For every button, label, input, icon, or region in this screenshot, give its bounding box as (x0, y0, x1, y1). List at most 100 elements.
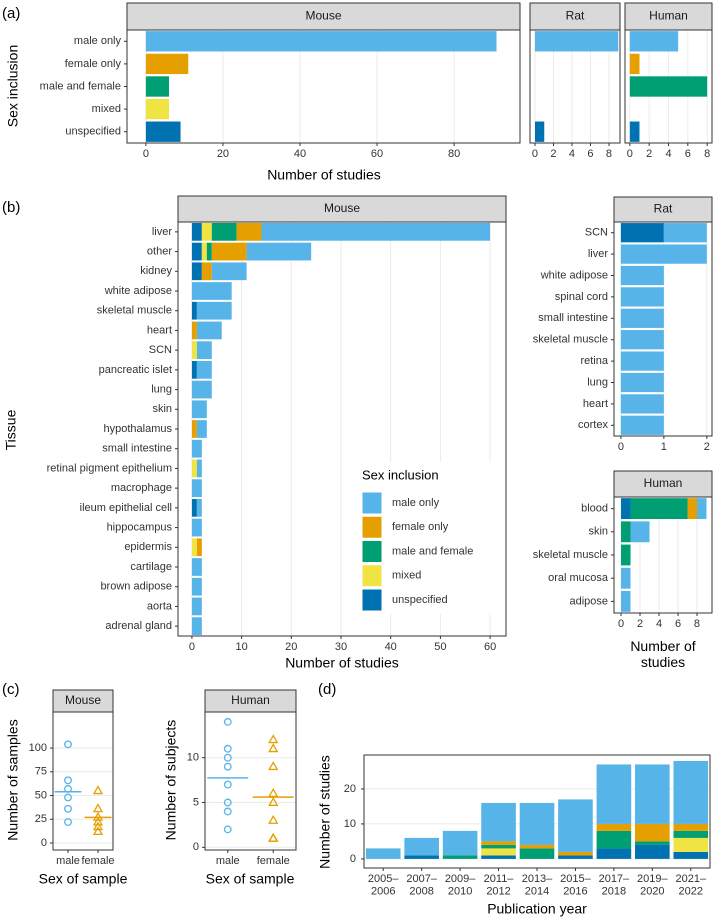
x-tick-label: 1 (661, 441, 667, 453)
point (268, 796, 279, 806)
x-tick-label: 20 (285, 641, 297, 653)
strip (613, 196, 713, 223)
bar (145, 121, 181, 142)
bar (145, 98, 169, 120)
bar (629, 121, 640, 142)
y-tick-label: brown adipose (100, 581, 172, 593)
x-tick-label: 2015– 2016 (560, 873, 591, 898)
bar-segment (621, 498, 631, 520)
x-tick-label: 60 (484, 641, 496, 653)
x-tick-label: 30 (335, 641, 347, 653)
x-tick-label: 2005– 2006 (368, 873, 399, 898)
strip-label: Human (649, 9, 688, 23)
bar-segment (621, 521, 631, 543)
x-tick-label: male (216, 855, 240, 867)
bar-segment (365, 848, 401, 859)
y-tick-label: 0 (41, 837, 47, 849)
bar-segment (442, 830, 478, 856)
bar-segment (442, 855, 478, 859)
x-tick-label: 4 (656, 618, 662, 630)
y-tick-label: 0 (350, 853, 356, 865)
bar-segment (687, 498, 697, 520)
x-tick-label: 40 (385, 641, 397, 653)
bar (145, 53, 189, 75)
y-tick-label: 50 (35, 789, 47, 801)
y-tick-label: small intestine (538, 312, 608, 324)
y-axis-title: Sex inclusion (5, 45, 21, 128)
point (92, 816, 104, 826)
bar-segment (673, 760, 709, 824)
bar-segment (673, 851, 709, 859)
bar-segment (635, 764, 670, 824)
bar-segment (621, 590, 631, 612)
bar-segment (191, 242, 202, 261)
bar-segment (191, 341, 197, 360)
panel-background (205, 712, 296, 850)
point (64, 804, 72, 813)
panel-border (177, 221, 507, 637)
bar (145, 31, 497, 52)
y-tick-label: cortex (578, 419, 608, 431)
x-tick-label: male (56, 855, 80, 867)
bar-segment (596, 823, 632, 831)
x-tick-label: 0 (618, 441, 624, 453)
bar-segment (519, 848, 555, 859)
strip-label: Human (231, 693, 270, 707)
bar-segment (481, 802, 516, 842)
legend-label: male only (392, 497, 440, 509)
y-tick-label: female only (65, 58, 122, 70)
strip-label: Human (644, 476, 683, 490)
y-tick-label: small intestine (102, 443, 172, 455)
x-tick-label: 2017– 2018 (599, 873, 630, 898)
x-axis-title: Sex of sample (39, 871, 128, 887)
bar-segment (191, 459, 197, 478)
bar-segment (196, 341, 212, 360)
panel-label: (b) (2, 199, 20, 216)
bar-segment (191, 420, 197, 438)
point (223, 798, 232, 807)
point (92, 821, 104, 831)
y-axis-title: Number of studies (317, 755, 333, 869)
legend-key (361, 491, 383, 515)
point (223, 717, 232, 726)
point (268, 761, 279, 771)
bar-segment (620, 244, 707, 264)
panel-label: (a) (2, 5, 20, 22)
x-tick-label: 2 (637, 618, 643, 630)
y-axis-title: Tissue (3, 409, 19, 450)
x-tick-label: 6 (587, 148, 593, 160)
point (64, 740, 72, 749)
panel-border (613, 221, 713, 437)
y-tick-label: 100 (29, 742, 47, 754)
bar-segment (191, 558, 202, 576)
bar (534, 31, 619, 52)
bar-segment (620, 223, 664, 243)
y-tick-label: skeletal muscle (97, 305, 172, 317)
bar-segment (620, 287, 664, 307)
x-axis-title: Number of studies (285, 655, 399, 671)
y-tick-label: white adipose (540, 269, 608, 281)
y-tick-label: adrenal gland (105, 620, 172, 632)
y-tick-label: skeletal muscle (533, 334, 608, 346)
legend-label: unspecified (392, 594, 448, 606)
x-tick-label: 8 (606, 148, 612, 160)
y-tick-label: lung (587, 376, 608, 388)
point (223, 807, 232, 816)
point (64, 793, 72, 802)
legend-key (361, 540, 383, 563)
bar-segment (211, 222, 237, 241)
y-tick-label: blood (581, 503, 608, 515)
bar-segment (558, 799, 593, 852)
bar-segment (201, 222, 212, 241)
panel-border (363, 754, 711, 869)
legend-key (361, 588, 383, 612)
x-tick-label: female (81, 855, 114, 867)
legend-label: female only (392, 521, 449, 533)
y-tick-label: hippocampus (107, 521, 173, 533)
y-tick-label: ileum epithelial cell (80, 502, 172, 514)
x-tick-label: 2013– 2014 (522, 873, 553, 898)
bar-segment (191, 439, 202, 458)
bar-segment (635, 841, 670, 845)
point (64, 818, 72, 827)
x-tick-label: 0 (627, 148, 633, 160)
